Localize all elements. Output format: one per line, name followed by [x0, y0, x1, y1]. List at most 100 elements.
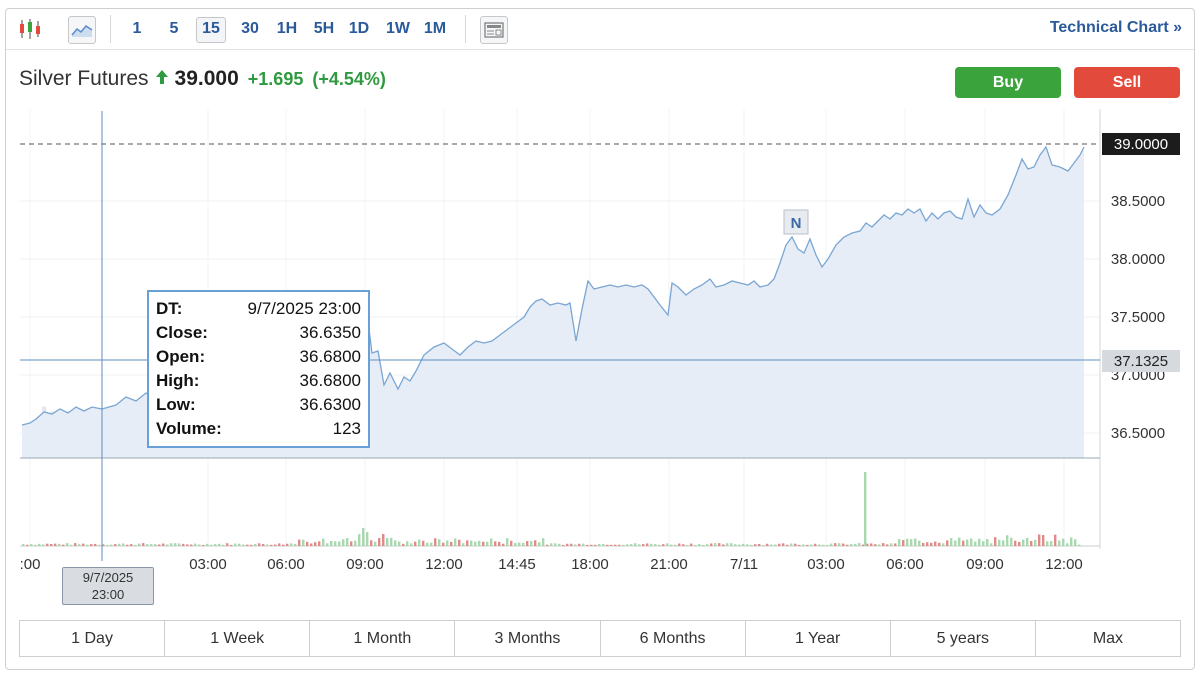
volume-bar: [214, 544, 217, 546]
interval-5[interactable]: 5: [169, 20, 179, 37]
volume-bar: [418, 539, 421, 546]
interval-1h[interactable]: 1H: [276, 20, 298, 37]
volume-bar: [106, 544, 109, 546]
volume-bar: [842, 543, 845, 546]
volume-bar: [782, 543, 785, 546]
volume-bar: [390, 537, 393, 546]
volume-bar: [294, 543, 297, 546]
sell-button[interactable]: Sell: [1074, 67, 1180, 98]
volume-bar: [614, 544, 617, 546]
range-1-day[interactable]: 1 Day: [20, 621, 166, 656]
volume-bar: [922, 542, 925, 546]
volume-bar: [994, 537, 997, 546]
interval-30[interactable]: 30: [241, 20, 259, 37]
volume-bar: [902, 540, 905, 546]
volume-bar: [262, 544, 265, 546]
range-5-years[interactable]: 5 years: [891, 621, 1036, 656]
volume-bar: [790, 543, 793, 546]
volume-bar: [462, 543, 465, 546]
volume-bar: [194, 543, 197, 546]
volume-bar: [598, 544, 601, 546]
volume-bar: [302, 539, 305, 546]
range-1-month[interactable]: 1 Month: [310, 621, 456, 656]
volume-bar: [258, 543, 261, 546]
volume-bar: [910, 539, 913, 546]
news-marker-label: N: [791, 215, 802, 232]
tooltip-row: DT: 9/7/2025 23:00: [156, 297, 361, 321]
range-1-week[interactable]: 1 Week: [165, 621, 311, 656]
range-6-months[interactable]: 6 Months: [601, 621, 746, 656]
volume-bar: [982, 541, 985, 546]
price-tick-label: 38.0000: [1111, 251, 1165, 268]
volume-bar: [402, 543, 405, 546]
volume-bar: [114, 544, 117, 546]
interval-1m[interactable]: 1M: [423, 20, 447, 37]
volume-bar: [186, 544, 189, 546]
volume-bar: [406, 541, 409, 546]
crosshair-date-tag: 9/7/2025 23:00: [62, 567, 154, 605]
volume-bar: [622, 544, 625, 546]
range-max[interactable]: Max: [1092, 630, 1124, 647]
volume-bar: [678, 543, 681, 546]
news-panel-icon[interactable]: [480, 16, 508, 44]
range-3-months[interactable]: 3 Months: [455, 621, 601, 656]
volume-bar: [50, 544, 53, 546]
area-chart-icon[interactable]: [68, 16, 96, 44]
volume-bar: [718, 543, 721, 546]
volume-bar: [890, 543, 893, 546]
volume-bar: [70, 544, 73, 546]
chart-toolbar: 1 5 15 30 1H 5H 1D 1W 1M Technical Chart »: [6, 9, 1194, 50]
volume-bar: [770, 544, 773, 546]
volume-bar: [314, 542, 317, 546]
volume-bar: [1070, 537, 1073, 546]
interval-1d[interactable]: 1D: [348, 20, 370, 37]
volume-bar: [946, 540, 949, 546]
volume-bar: [1034, 539, 1037, 546]
price-chart[interactable]: Investing 38.500038.000037.500037.000036…: [6, 9, 1194, 609]
volume-bar: [366, 532, 369, 546]
volume-bar: [342, 539, 345, 546]
volume-bar: [746, 544, 749, 546]
volume-bar: [98, 544, 101, 546]
volume-bar: [586, 544, 589, 546]
time-tick-label: 09:00: [966, 556, 1004, 573]
volume-bar: [926, 542, 929, 546]
volume-bar: [914, 538, 917, 546]
volume-bar: [422, 540, 425, 546]
candlestick-icon[interactable]: [17, 16, 43, 42]
volume-bar: [950, 538, 953, 546]
volume-bar: [666, 543, 669, 546]
volume-bar: [986, 539, 989, 546]
interval-5h[interactable]: 5H: [313, 20, 335, 37]
buy-button[interactable]: Buy: [955, 67, 1061, 98]
time-tick-label: :00: [20, 556, 41, 573]
tooltip-row: Low: 36.6300: [156, 393, 361, 417]
volume-bar: [198, 544, 201, 546]
volume-bar: [618, 544, 621, 546]
volume-bar: [134, 544, 137, 546]
volume-bar: [154, 544, 157, 546]
volume-bar: [826, 544, 829, 546]
volume-bar: [478, 540, 481, 546]
tooltip-value: 36.6350: [299, 323, 361, 342]
volume-bar: [246, 544, 249, 546]
interval-15[interactable]: 15: [196, 17, 226, 43]
tooltip-value: 9/7/2025 23:00: [247, 299, 361, 318]
volume-bar: [486, 541, 489, 546]
volume-bar: [582, 543, 585, 546]
technical-chart-link[interactable]: Technical Chart »: [1049, 19, 1182, 36]
volume-bar: [1014, 540, 1017, 546]
interval-1w[interactable]: 1W: [386, 20, 410, 37]
volume-bar: [494, 541, 497, 546]
time-tick-label: 12:00: [425, 556, 463, 573]
volume-bar: [594, 544, 597, 546]
volume-bar: [962, 540, 965, 546]
volume-bar: [450, 541, 453, 546]
volume-bar: [864, 472, 867, 546]
news-marker[interactable]: [783, 209, 809, 235]
volume-bar: [230, 544, 233, 546]
volume-bar: [370, 540, 373, 546]
interval-1[interactable]: 1: [132, 20, 142, 37]
range-1-year[interactable]: 1 Year: [746, 621, 891, 656]
volume-bar: [786, 544, 789, 546]
